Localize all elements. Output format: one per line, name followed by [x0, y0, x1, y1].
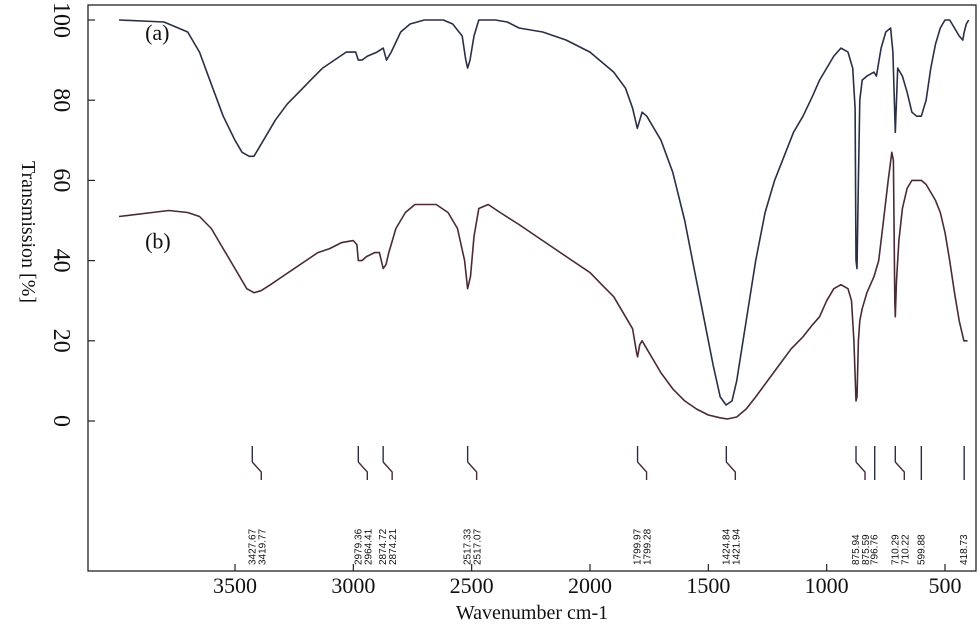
peak-marker: 1424.84 1421.94 — [721, 446, 742, 565]
x-tick-label: 1500 — [686, 573, 730, 598]
peak-label: 1799.97 — [633, 528, 644, 565]
peak-label: 418.73 — [959, 534, 970, 565]
series-annotations: (a) (b) — [145, 20, 171, 254]
peak-markers: 3427.67 3419.77 2979.36 2964.41 2874.72 2874.… — [247, 446, 970, 565]
plot-frame — [87, 4, 977, 572]
peak-tick-split — [725, 461, 737, 480]
y-tick-label: 40 — [48, 249, 74, 273]
peak-marker: 1799.97 1799.28 — [633, 446, 654, 565]
peak-label: 875.94 — [851, 534, 862, 565]
peak-label: 710.29 — [890, 534, 901, 565]
series-annotation: (b) — [145, 229, 171, 254]
series-annotation: (a) — [145, 20, 169, 45]
peak-label: 710.22 — [900, 534, 911, 565]
peak-marker: 3427.67 3419.77 — [247, 446, 268, 565]
x-tick-label: 500 — [929, 573, 962, 598]
peak-label: 2964.41 — [363, 528, 374, 565]
x-axis-label: Wavenumber cm-1 — [456, 602, 608, 624]
y-tick-label: 20 — [48, 329, 74, 353]
peak-label: 2874.21 — [388, 528, 399, 565]
y-axis-label: Transmission [%] — [17, 161, 39, 303]
y-tick-label: 0 — [48, 415, 74, 427]
peak-label: 3419.77 — [257, 528, 268, 565]
x-axis: 3500 3000 2500 2000 1500 1000 500 — [213, 564, 962, 598]
peak-label: 796.76 — [870, 534, 881, 565]
x-tick-label: 3500 — [213, 573, 257, 598]
peak-tick-split — [894, 461, 905, 480]
peak-tick-split — [382, 461, 393, 480]
peak-label: 875.59 — [861, 534, 872, 565]
peak-label: 2874.72 — [378, 528, 389, 565]
peak-label: 3427.67 — [247, 528, 258, 565]
peak-marker: 2517.33 2517.07 — [463, 446, 484, 565]
peak-label: 1421.94 — [731, 528, 742, 565]
peak-tick-split — [637, 461, 648, 480]
x-tick-label: 1000 — [805, 573, 849, 598]
peak-marker: 875.94 875.59 — [851, 446, 872, 565]
peak-label: 599.88 — [916, 534, 927, 565]
peak-label: 2517.33 — [463, 528, 474, 565]
series-line-b — [118, 151, 968, 420]
x-tick-label: 2000 — [568, 573, 612, 598]
peak-tick-split — [467, 461, 478, 480]
y-tick-label: 80 — [48, 88, 74, 112]
y-axis: 0 20 40 60 80 100 — [48, 2, 95, 427]
x-tick-label: 2500 — [450, 573, 494, 598]
series-line-a — [118, 19, 970, 406]
peak-label: 2517.07 — [473, 528, 484, 565]
peak-marker: 2874.72 2874.21 — [378, 446, 399, 565]
peak-marker: 599.88 — [916, 446, 927, 565]
peak-tick-split — [855, 461, 866, 480]
peak-marker: 418.73 — [959, 446, 970, 565]
y-tick-label: 100 — [48, 2, 74, 38]
y-tick-label: 60 — [48, 168, 74, 192]
peak-marker: 710.29 710.22 — [890, 446, 911, 565]
peak-marker: 796.76 — [870, 446, 881, 565]
peak-tick-split — [251, 461, 262, 480]
peak-label: 1799.28 — [643, 528, 654, 565]
peak-label: 2979.36 — [353, 528, 364, 565]
spectra — [118, 19, 970, 420]
peak-tick-split — [357, 461, 369, 480]
peak-marker: 2979.36 2964.41 — [353, 446, 374, 565]
peak-label: 1424.84 — [721, 528, 732, 565]
x-tick-label: 3000 — [331, 573, 375, 598]
